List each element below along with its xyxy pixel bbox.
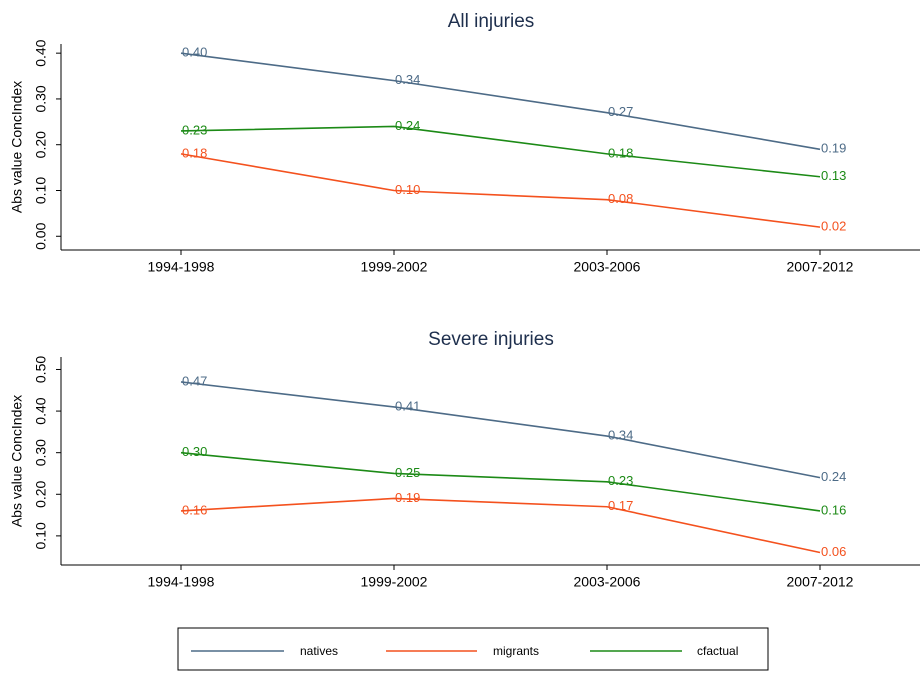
chart-title: Severe injuries [428,329,554,350]
data-label: 0.30 [182,444,207,459]
x-tick-label: 2007-2012 [787,259,854,275]
x-tick-label: 2007-2012 [787,574,854,590]
data-label: 0.41 [395,398,420,413]
y-tick-label: 0.20 [33,480,49,507]
series-line [180,451,821,512]
data-label: 0.19 [395,490,420,505]
data-label: 0.23 [182,122,207,137]
data-label: 0.19 [821,141,846,156]
x-tick-label: 1999-2002 [361,574,428,590]
data-label: 0.18 [182,145,207,160]
data-label: 0.17 [608,498,633,513]
legend-label: migrants [493,644,539,658]
x-tick-label: 2003-2006 [574,574,641,590]
y-tick-label: 0.10 [33,177,49,204]
series-line [180,153,821,228]
data-label: 0.16 [182,502,207,517]
legend-label: cfactual [697,644,738,658]
y-tick-label: 0.00 [33,222,49,249]
y-axis-title: Abs value ConcIndex [9,395,25,527]
data-label: 0.25 [395,465,420,480]
data-label: 0.08 [608,191,633,206]
data-label: 0.34 [395,72,420,87]
data-label: 0.23 [608,473,633,488]
data-label: 0.10 [395,182,420,197]
y-tick-label: 0.20 [33,131,49,158]
x-tick-label: 1994-1998 [148,259,215,275]
data-label: 0.13 [821,168,846,183]
data-label: 0.34 [608,427,633,442]
data-label: 0.24 [821,469,846,484]
legend-box [177,627,769,671]
legend-label: natives [300,644,338,658]
chart-title: All injuries [448,11,535,32]
y-tick-label: 0.30 [33,439,49,466]
data-label: 0.16 [821,502,846,517]
series-line [180,497,821,554]
series-line [180,125,821,178]
y-tick-label: 0.30 [33,85,49,112]
data-label: 0.02 [821,219,846,234]
y-tick-label: 0.40 [33,397,49,424]
y-tick-label: 0.50 [33,356,49,383]
y-axis-title: Abs value ConcIndex [9,81,25,213]
series-line [180,381,821,479]
data-label: 0.24 [395,118,420,133]
data-label: 0.47 [182,373,207,388]
y-tick-label: 0.40 [33,39,49,66]
data-label: 0.40 [182,45,207,60]
data-label: 0.18 [608,145,633,160]
data-label: 0.06 [821,544,846,559]
x-tick-label: 1994-1998 [148,574,215,590]
x-tick-label: 2003-2006 [574,259,641,275]
x-tick-label: 1999-2002 [361,259,428,275]
data-label: 0.27 [608,104,633,119]
y-tick-label: 0.10 [33,522,49,549]
series-line [180,52,821,151]
